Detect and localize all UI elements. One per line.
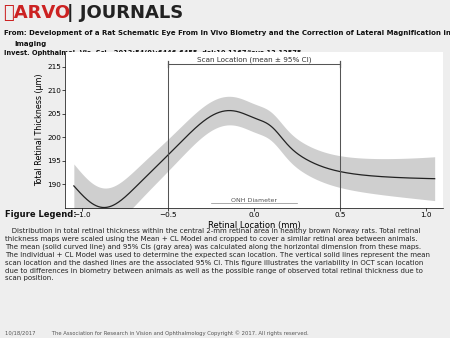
Text: Figure Legend:: Figure Legend: — [5, 211, 77, 219]
Text: Imaging: Imaging — [15, 41, 47, 47]
Text: | JOURNALS: | JOURNALS — [67, 4, 183, 22]
Text: 10/18/2017          The Association for Research in Vision and Ophthalmology Cop: 10/18/2017 The Association for Research … — [5, 331, 309, 336]
Text: Distribution in total retinal thickness within the central 2-mm retinal area in : Distribution in total retinal thickness … — [5, 228, 430, 282]
X-axis label: Retinal Location (mm): Retinal Location (mm) — [208, 221, 301, 230]
Text: Invest. Ophthalmol. Vis. Sci.. 2013;54(9):6446-6455. doi:10.1167/iovs.13-12575: Invest. Ophthalmol. Vis. Sci.. 2013;54(9… — [4, 50, 301, 56]
Y-axis label: Total Retinal Thickness (μm): Total Retinal Thickness (μm) — [36, 74, 45, 187]
Text: ONH Diameter: ONH Diameter — [231, 198, 277, 203]
Text: From: Development of a Rat Schematic Eye From In Vivo Biometry and the Correctio: From: Development of a Rat Schematic Eye… — [4, 30, 450, 37]
Text: Scan Location (mean ± 95% CI): Scan Location (mean ± 95% CI) — [197, 56, 311, 63]
Text: ⓂARVO: ⓂARVO — [4, 4, 71, 22]
